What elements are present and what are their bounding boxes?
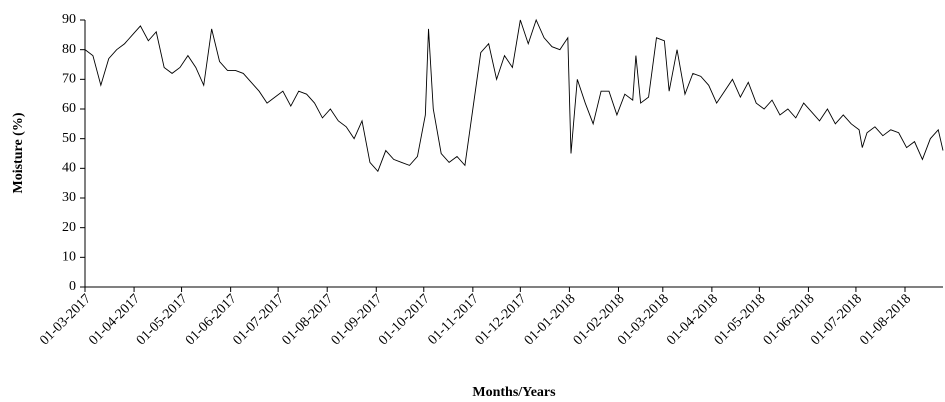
- y-tick-label: 10: [62, 250, 76, 265]
- y-tick-label: 40: [62, 161, 76, 176]
- data-line: [84, 18, 944, 173]
- y-axis-title: Moisture (%): [11, 112, 26, 193]
- y-tick-label: 90: [62, 12, 76, 27]
- x-tick-label: 01-10-2017: [376, 291, 433, 348]
- x-tick-label: 01-12-2017: [473, 291, 530, 348]
- x-tick-label: 01-07-2018: [808, 291, 865, 348]
- y-tick-label: 30: [62, 190, 76, 205]
- x-tick-label: 01-08-2018: [857, 291, 914, 348]
- x-tick-label: 01-01-2018: [522, 291, 579, 348]
- x-tick-label: 01-05-2018: [712, 291, 769, 348]
- y-tick-label: 70: [62, 72, 76, 87]
- x-tick-label: 01-05-2017: [134, 291, 191, 348]
- x-axis-title: Months/Years: [472, 385, 556, 400]
- x-tick-label: 01-08-2017: [280, 291, 337, 348]
- x-tick-label: 01-07-2017: [230, 291, 287, 348]
- y-tick-label: 50: [62, 131, 76, 146]
- y-tick-label: 80: [62, 42, 76, 57]
- x-tick-label: 01-03-2017: [37, 291, 94, 348]
- y-tick-label: 60: [62, 101, 76, 116]
- y-tick-label: 20: [62, 220, 76, 235]
- y-tick-label: 0: [69, 279, 76, 294]
